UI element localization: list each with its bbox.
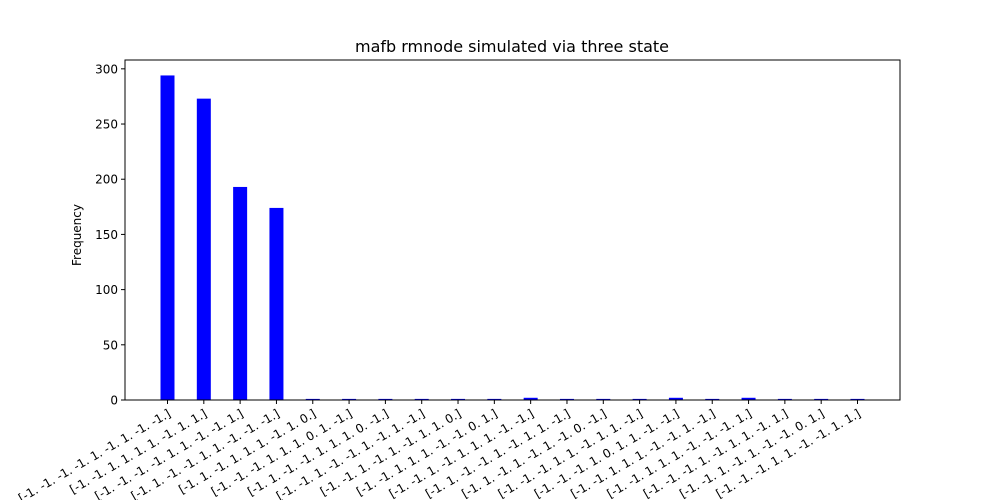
bar bbox=[596, 398, 611, 400]
bar bbox=[814, 398, 829, 400]
bar bbox=[668, 397, 683, 400]
bar bbox=[196, 98, 211, 400]
bar bbox=[414, 398, 429, 400]
bar bbox=[451, 398, 466, 400]
bar bbox=[705, 398, 720, 400]
bar bbox=[378, 398, 393, 400]
y-tick-label: 300 bbox=[95, 62, 118, 76]
y-tick-label: 200 bbox=[95, 173, 118, 187]
bar bbox=[559, 398, 574, 400]
bar bbox=[632, 398, 647, 400]
plot-frame bbox=[124, 59, 901, 401]
y-tick-label: 0 bbox=[110, 394, 118, 408]
y-axis: 0 50 100 150 200 250 300 bbox=[95, 62, 125, 408]
bar bbox=[777, 398, 792, 400]
bars-group bbox=[160, 75, 865, 400]
y-tick-label: 50 bbox=[103, 338, 118, 352]
bar bbox=[850, 398, 865, 400]
bar bbox=[269, 207, 284, 400]
bar bbox=[233, 186, 248, 400]
bar bbox=[741, 397, 756, 400]
bar bbox=[523, 397, 538, 400]
bar bbox=[487, 398, 502, 400]
bar bbox=[160, 75, 175, 400]
y-tick-label: 250 bbox=[95, 118, 118, 132]
chart-title: mafb rmnode simulated via three state bbox=[355, 37, 669, 56]
y-tick-label: 150 bbox=[95, 228, 118, 242]
y-tick-label: 100 bbox=[95, 283, 118, 297]
bar bbox=[342, 398, 357, 400]
y-axis-label: Frequency bbox=[70, 204, 84, 266]
bar bbox=[305, 398, 320, 400]
